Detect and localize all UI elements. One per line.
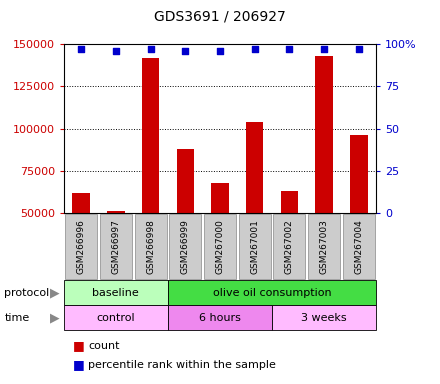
Text: ▶: ▶ <box>50 286 60 299</box>
Bar <box>107 212 125 213</box>
Bar <box>176 149 194 213</box>
Bar <box>246 122 264 213</box>
Point <box>77 46 84 52</box>
Point <box>182 48 189 54</box>
Text: control: control <box>96 313 135 323</box>
Text: ■: ■ <box>73 358 84 371</box>
Point <box>286 46 293 52</box>
Text: GSM266996: GSM266996 <box>77 219 86 274</box>
Point <box>321 46 328 52</box>
Bar <box>142 58 159 213</box>
Bar <box>350 136 367 213</box>
Bar <box>315 56 333 213</box>
Text: GSM267002: GSM267002 <box>285 219 294 274</box>
Bar <box>281 191 298 213</box>
Text: GSM267000: GSM267000 <box>216 219 224 274</box>
Text: GSM267001: GSM267001 <box>250 219 259 274</box>
Text: GSM267004: GSM267004 <box>354 219 363 274</box>
Text: 6 hours: 6 hours <box>199 313 241 323</box>
Text: GDS3691 / 206927: GDS3691 / 206927 <box>154 10 286 23</box>
Text: ■: ■ <box>73 339 84 352</box>
Text: olive oil consumption: olive oil consumption <box>213 288 331 298</box>
Text: GSM266997: GSM266997 <box>111 219 121 274</box>
Text: GSM267003: GSM267003 <box>319 219 329 274</box>
Text: 3 weeks: 3 weeks <box>301 313 347 323</box>
Text: baseline: baseline <box>92 288 139 298</box>
Point <box>356 46 363 52</box>
Text: ▶: ▶ <box>50 311 60 324</box>
Point <box>147 46 154 52</box>
Text: GSM266999: GSM266999 <box>181 219 190 274</box>
Point <box>216 48 224 54</box>
Point <box>251 46 258 52</box>
Bar <box>73 193 90 213</box>
Text: time: time <box>4 313 29 323</box>
Text: percentile rank within the sample: percentile rank within the sample <box>88 360 276 370</box>
Text: protocol: protocol <box>4 288 50 298</box>
Point <box>112 48 119 54</box>
Text: GSM266998: GSM266998 <box>146 219 155 274</box>
Text: count: count <box>88 341 120 351</box>
Bar <box>211 183 229 213</box>
